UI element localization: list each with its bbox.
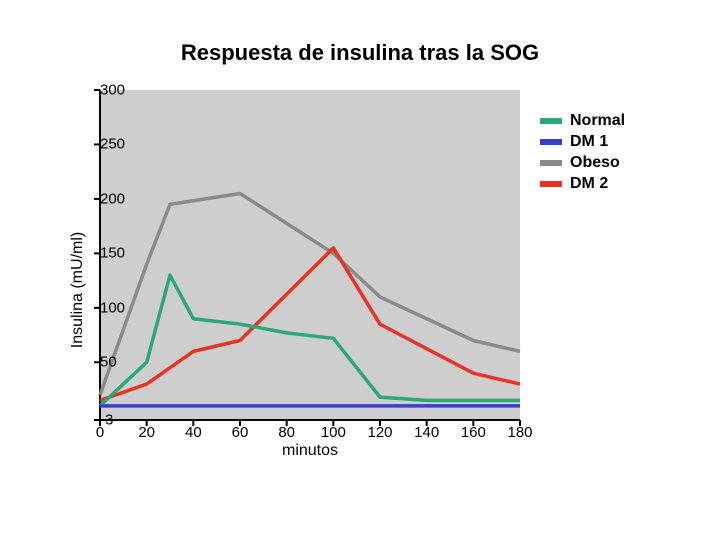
legend-label: DM 1 bbox=[570, 133, 608, 151]
x-axis-label: minutos bbox=[282, 442, 338, 500]
chart-title: Respuesta de insulina tras la SOG bbox=[0, 40, 720, 66]
legend-item: DM 1 bbox=[540, 133, 625, 151]
legend-item: Obeso bbox=[540, 154, 625, 172]
xtick-label: 20 bbox=[138, 424, 155, 441]
y-axis-label: Insulina (mU/ml) bbox=[69, 232, 87, 348]
xtick-label: 140 bbox=[414, 424, 439, 441]
xtick-label: 120 bbox=[367, 424, 392, 441]
legend-swatch bbox=[540, 181, 562, 187]
xtick-label: 0 bbox=[96, 424, 104, 441]
chart-area: Insulina (mU/ml) minutos -35010015020025… bbox=[100, 90, 600, 490]
legend-item: DM 2 bbox=[540, 175, 625, 193]
legend-item: Normal bbox=[540, 112, 625, 130]
legend-swatch bbox=[540, 139, 562, 145]
legend-label: Obeso bbox=[570, 154, 620, 172]
legend-swatch bbox=[540, 160, 562, 166]
legend: Normal DM 1 Obeso DM 2 bbox=[540, 112, 625, 196]
line-chart bbox=[100, 90, 520, 420]
legend-label: Normal bbox=[570, 112, 625, 130]
legend-swatch bbox=[540, 118, 562, 124]
xtick-label: 180 bbox=[507, 424, 532, 441]
xtick-label: 100 bbox=[321, 424, 346, 441]
legend-label: DM 2 bbox=[570, 175, 608, 193]
xtick-label: 80 bbox=[278, 424, 295, 441]
xtick-label: 60 bbox=[232, 424, 249, 441]
xtick-label: 40 bbox=[185, 424, 202, 441]
xtick-label: 160 bbox=[461, 424, 486, 441]
